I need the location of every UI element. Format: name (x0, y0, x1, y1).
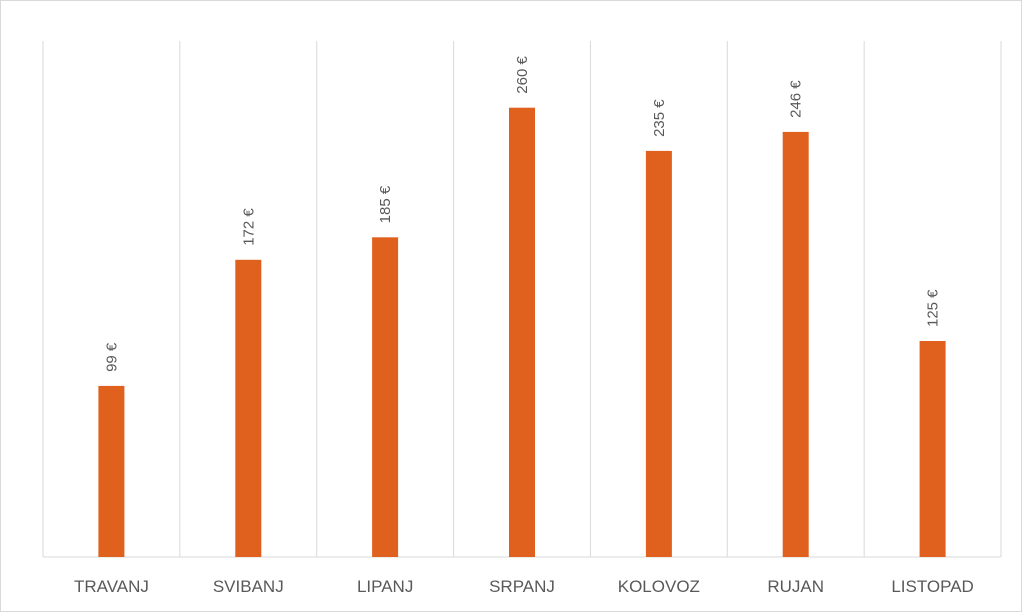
bar-svibanj (235, 259, 262, 557)
bar-lipanj (372, 237, 399, 558)
category-label-listopad: LISTOPAD (891, 577, 974, 596)
category-label-travanj: TRAVANJ (74, 577, 149, 596)
category-label-kolovoz: KOLOVOZ (618, 577, 700, 596)
value-labels: 99 € 172 € 185 € 260 € 235 € 246 € 125 € (103, 56, 941, 372)
category-label-srpanj: SRPANJ (489, 577, 555, 596)
bars (98, 107, 946, 558)
bar-rujan (782, 131, 809, 557)
value-label-kolovoz: 235 € (651, 99, 668, 137)
value-label-rujan: 246 € (788, 80, 805, 118)
value-label-srpanj: 260 € (514, 56, 531, 94)
category-label-rujan: RUJAN (767, 577, 824, 596)
category-labels: TRAVANJ SVIBANJ LIPANJ SRPANJ KOLOVOZ RUJAN LI… (74, 577, 974, 596)
bar-srpanj (509, 107, 535, 557)
bar-kolovoz (645, 150, 672, 557)
value-label-listopad: 125 € (925, 289, 942, 327)
category-label-svibanj: SVIBANJ (213, 577, 284, 596)
bar-travanj (98, 385, 125, 557)
bar-listopad (919, 341, 946, 557)
value-label-travanj: 99 € (103, 342, 120, 372)
value-label-lipanj: 185 € (377, 185, 394, 223)
category-label-lipanj: LIPANJ (357, 577, 413, 596)
value-label-svibanj: 172 € (240, 208, 257, 246)
